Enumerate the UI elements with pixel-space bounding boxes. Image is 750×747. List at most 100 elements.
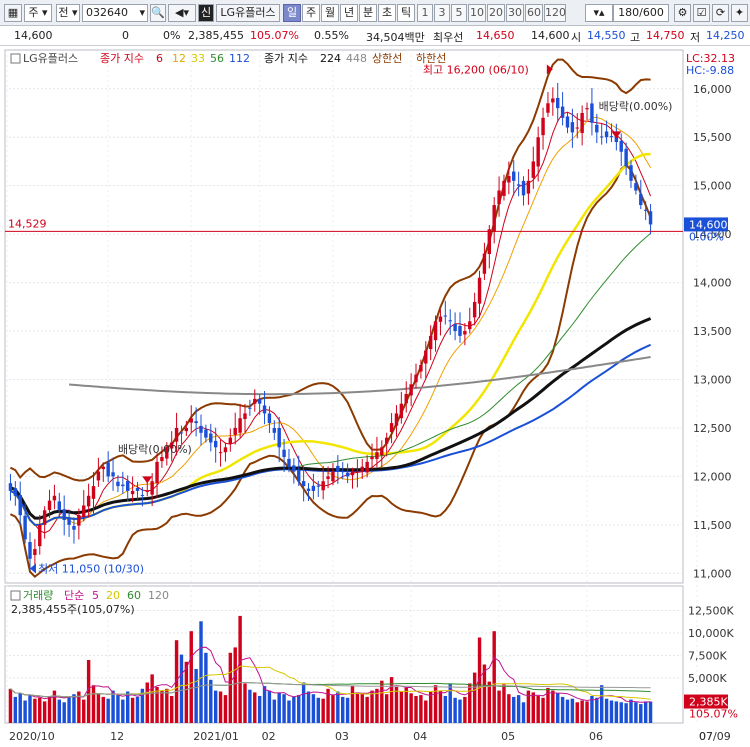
volume-bar (590, 696, 594, 723)
dividend-marker-icon (611, 131, 622, 139)
range-label: 전 (58, 6, 69, 19)
lower-band-line (9, 163, 652, 579)
interval-tab-10[interactable]: 10 (468, 4, 486, 22)
refresh-icon[interactable]: ⟳ (712, 4, 729, 22)
speaker-icon[interactable]: ◀▾ (168, 4, 196, 22)
price-tick-label: 13,000 (693, 373, 732, 386)
time-tick-label: 05 (501, 730, 515, 743)
interval-tab-120[interactable]: 120 (544, 4, 566, 22)
candle-body (130, 490, 135, 495)
candle-body (292, 465, 296, 472)
volume-bar (472, 672, 477, 723)
stock-code-input[interactable]: 032640 ▾ (82, 4, 148, 22)
vol-legend-ma-120: 120 (148, 589, 169, 602)
candle-body (106, 462, 110, 477)
volume-bar (497, 690, 501, 723)
interval-tab-20[interactable]: 20 (487, 4, 505, 22)
period-tab-3[interactable]: 년 (340, 4, 358, 22)
volume-bar (233, 647, 237, 723)
volume-bar (409, 693, 413, 723)
volume-bar (609, 700, 614, 723)
interval-tab-60[interactable]: 60 (525, 4, 543, 22)
volume-bar (199, 621, 203, 723)
current-volume-label: 2,385K (689, 696, 728, 709)
time-tick-label: 02 (262, 730, 276, 743)
volume-bar (13, 696, 18, 723)
time-tick-label: 06 (589, 730, 603, 743)
interval-tab-5[interactable]: 5 (451, 4, 467, 22)
candle-body (502, 180, 506, 196)
volume-bar (282, 694, 286, 723)
volume-bar (556, 693, 560, 723)
interval-tab-30[interactable]: 30 (506, 4, 524, 22)
volume-bar (585, 701, 589, 723)
candle-body (174, 427, 179, 442)
volume-bar (62, 702, 66, 723)
legend-ma2-title: 종가 지수 (264, 52, 308, 65)
candle-body (360, 466, 364, 472)
volume-bar (433, 685, 438, 723)
candle-body (419, 364, 423, 372)
volume-bar (179, 654, 184, 723)
current-price: 14,600 (14, 29, 53, 42)
candle-body (375, 452, 379, 459)
volume-bar (262, 686, 267, 723)
interval-tab-3[interactable]: 3 (434, 4, 450, 22)
period-tab-5[interactable]: 초 (378, 4, 396, 22)
candle-body (482, 253, 487, 274)
candle-body (86, 495, 91, 507)
price-tick-label: 12,500 (693, 422, 732, 435)
volume-bar (82, 699, 86, 723)
candle-body (599, 136, 604, 138)
chevron-down-icon: ▾ (139, 6, 145, 19)
legend-box-icon[interactable] (10, 53, 21, 64)
candle-body (521, 180, 526, 196)
price-tick-label: 14,000 (693, 277, 732, 290)
candle-body (497, 190, 501, 205)
candle-body (345, 472, 350, 477)
tools-icon[interactable]: ✦ (731, 4, 748, 22)
candle-body (223, 447, 228, 453)
price-tick-label: 11,500 (693, 519, 732, 532)
range-select[interactable]: 전 ▾ (56, 4, 80, 22)
volume-bar (599, 685, 604, 723)
check-icon[interactable]: ☑ (693, 4, 710, 22)
period-tab-0[interactable]: 일 (283, 4, 301, 22)
period-tab-4[interactable]: 분 (359, 4, 377, 22)
candle-body (184, 427, 189, 432)
candle-body (233, 427, 237, 435)
priority-label: 최우선 (433, 31, 464, 44)
volume-bar (536, 696, 540, 723)
settings-icon[interactable]: ⚙ (674, 4, 691, 22)
market-select[interactable]: 주 ▾ (24, 4, 52, 22)
grid-icon[interactable]: ▦ (4, 4, 22, 22)
candle-body (126, 481, 130, 491)
candle-body (262, 405, 267, 414)
new-badge: 신 (198, 4, 214, 22)
search-icon[interactable]: 🔍 (150, 4, 166, 22)
volume-bar (580, 700, 584, 723)
candle-body (209, 433, 213, 443)
candle-body (336, 465, 340, 472)
period-tab-6[interactable]: 틱 (397, 4, 415, 22)
period-tab-2[interactable]: 월 (321, 4, 339, 22)
volume-tick-label: 5,000K (688, 672, 727, 685)
volume-bar (394, 687, 399, 723)
candle-body (297, 470, 301, 482)
interval-tab-1[interactable]: 1 (417, 4, 433, 22)
candle-body (52, 495, 57, 501)
volume-bar (350, 686, 355, 723)
time-tick-label: 2021/01 (193, 730, 239, 743)
open-label: 시 (571, 31, 582, 44)
candle-body (531, 161, 535, 178)
candle-body (189, 418, 193, 423)
candle-body (140, 494, 145, 496)
legend-box-icon[interactable] (10, 590, 21, 601)
legend-ma-title: 종가 지수 (100, 52, 144, 65)
period-tab-1[interactable]: 주 (302, 4, 320, 22)
volume-bar (238, 615, 242, 723)
volume-bar (184, 661, 189, 723)
volume-bar (419, 695, 423, 723)
candle-body (389, 423, 394, 433)
count-spinner[interactable]: ▾▴ (585, 4, 613, 22)
